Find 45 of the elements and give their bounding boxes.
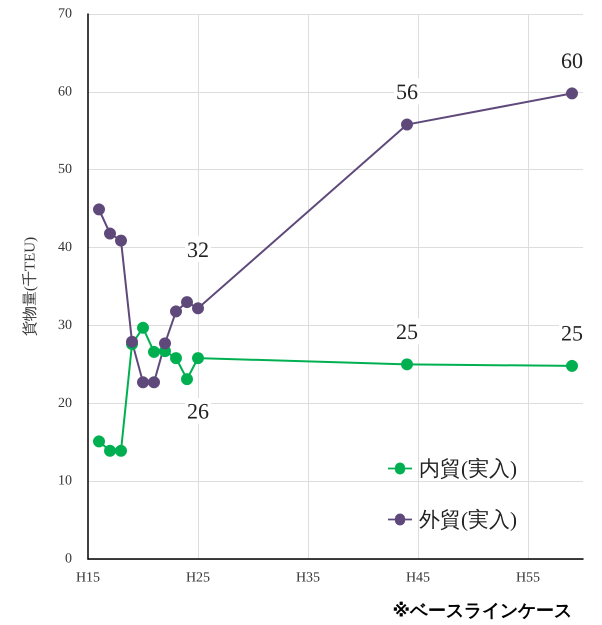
y-tick-label: 20: [58, 396, 72, 411]
point: [104, 444, 116, 457]
y-tick-label: 40: [58, 240, 72, 256]
x-tick-label: H35: [296, 570, 320, 586]
point: [159, 337, 171, 350]
point: [192, 302, 204, 314]
y-tick-label: 10: [58, 474, 72, 489]
x-tick-label: H55: [516, 570, 540, 586]
x-tick-label: H25: [186, 570, 210, 586]
point: [115, 444, 127, 457]
point: [170, 352, 182, 364]
point: [181, 296, 193, 308]
point: [137, 322, 149, 334]
data-label: 56: [396, 79, 418, 104]
data-label: 25: [561, 320, 583, 346]
data-label: 60: [561, 48, 583, 73]
point: [93, 435, 105, 448]
point: [137, 376, 149, 388]
point: [181, 373, 193, 386]
point: [93, 203, 105, 216]
y-tick-label: 50: [58, 162, 72, 178]
y-axis-title: 貨物量(千TEU): [22, 236, 38, 336]
point: [401, 118, 413, 131]
x-tick-label: H15: [76, 570, 100, 586]
y-tick-label: 30: [58, 318, 72, 333]
legend-label: 内貿(実入): [419, 456, 518, 480]
data-label: 25: [396, 318, 418, 344]
point: [566, 360, 578, 372]
text: ※ベースラインケース: [392, 600, 572, 622]
point: [401, 358, 413, 370]
point: [148, 346, 160, 358]
point: [126, 336, 138, 348]
legend-label: 外貿(実入): [419, 508, 518, 532]
point: [104, 228, 116, 240]
point: [148, 376, 160, 388]
point: [115, 234, 127, 247]
data-label: 32: [187, 236, 209, 262]
point: [170, 305, 182, 318]
y-tick-label: 70: [58, 6, 72, 22]
x-tick-label: H45: [406, 570, 430, 586]
y-tick-label: 60: [58, 84, 72, 100]
data-label: 26: [187, 398, 209, 424]
point: [192, 352, 204, 364]
y-tick-label: 0: [65, 552, 72, 566]
point: [566, 87, 578, 100]
